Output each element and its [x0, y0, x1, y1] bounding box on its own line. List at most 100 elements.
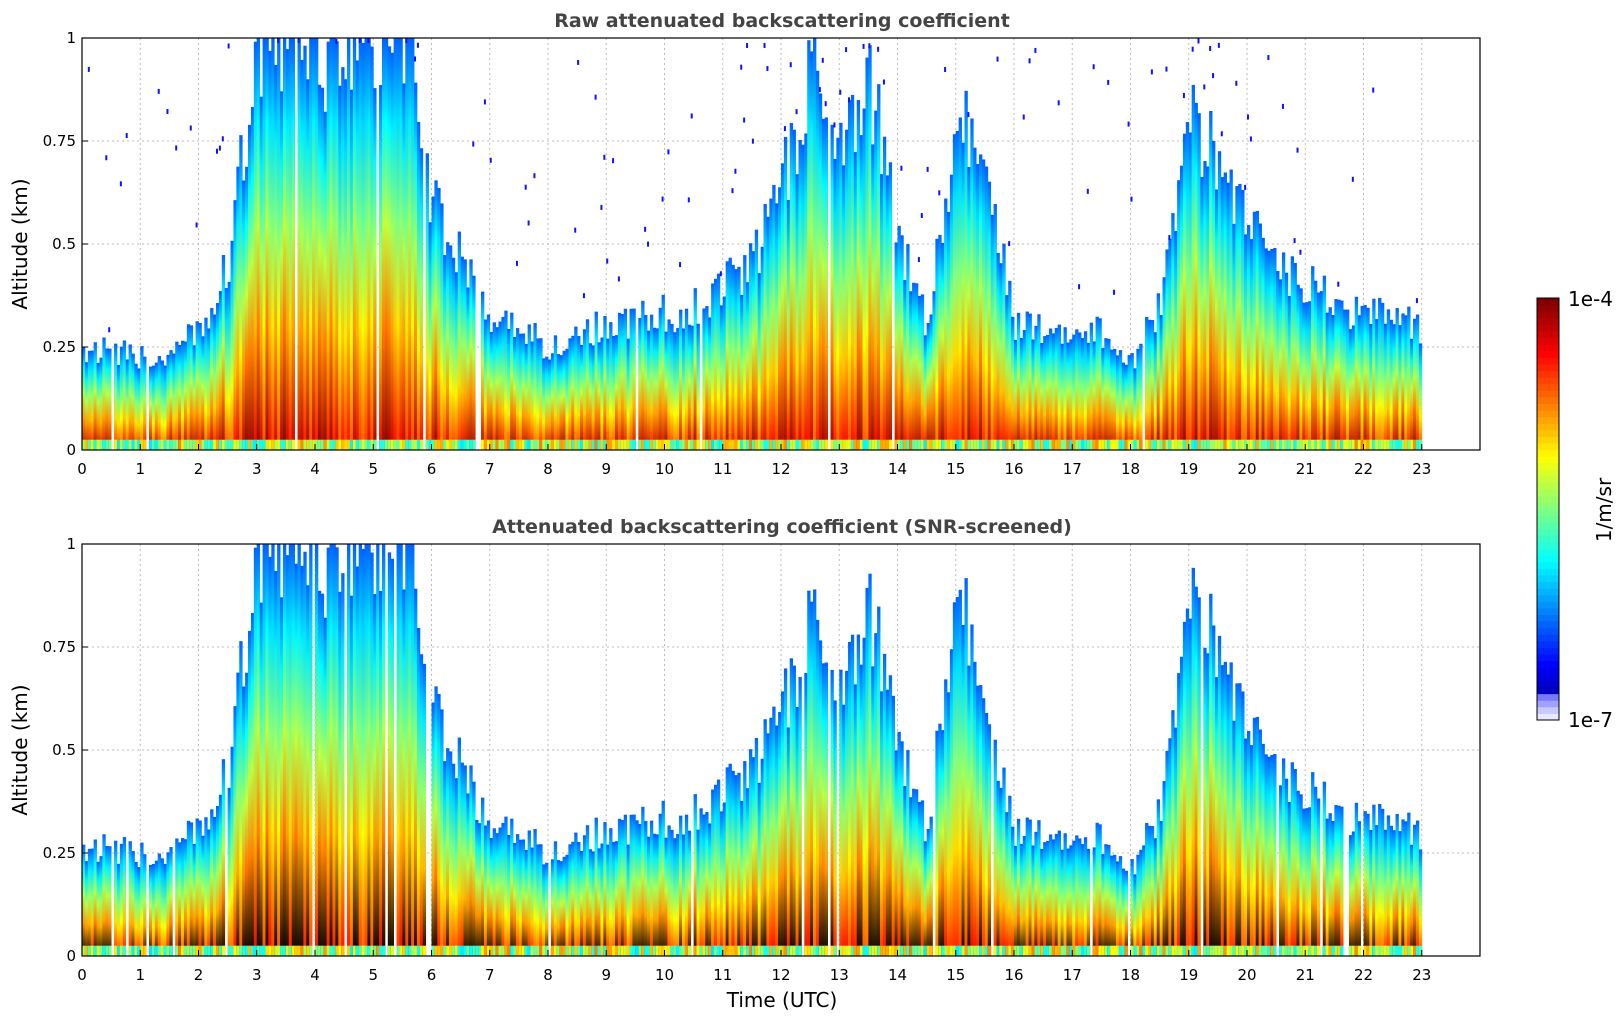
noise-speck	[1337, 281, 1340, 287]
profile-column	[306, 585, 310, 956]
profile-column	[285, 555, 290, 956]
profile-column	[218, 794, 223, 956]
surface-band	[897, 945, 901, 956]
profile-column	[1113, 854, 1117, 956]
profile-column	[1008, 795, 1012, 956]
surface-band	[82, 945, 86, 956]
profile-column	[958, 117, 962, 450]
x-tick-label: 22	[1354, 966, 1373, 984]
profile-column	[845, 670, 849, 956]
surface-band	[655, 945, 660, 956]
surface-band	[460, 439, 464, 450]
noise-speck	[617, 276, 620, 282]
surface-band	[1279, 439, 1283, 450]
surface-band	[329, 439, 333, 450]
surface-band	[1366, 439, 1370, 450]
profile-column	[259, 96, 263, 451]
x-tick-label: 18	[1121, 966, 1140, 984]
profile-column	[976, 163, 980, 450]
profile-column	[885, 175, 890, 450]
profile-column	[1075, 835, 1079, 956]
profile-column	[550, 859, 555, 956]
surface-band	[731, 439, 735, 450]
surface-band	[163, 945, 167, 956]
surface-band	[256, 439, 261, 450]
surface-band	[684, 439, 689, 450]
surface-band	[1083, 439, 1088, 450]
noise-speck	[789, 62, 792, 68]
profile-column	[1118, 350, 1123, 450]
surface-band	[877, 945, 881, 956]
profile-column	[361, 42, 365, 451]
surface-band	[1005, 439, 1009, 450]
colorbar-band	[1537, 581, 1559, 589]
surface-band	[1072, 439, 1076, 450]
surface-band	[402, 439, 406, 450]
colorbar-band	[1537, 469, 1559, 477]
surface-band	[1136, 945, 1140, 956]
profile-column	[1005, 295, 1009, 450]
noise-speck	[515, 260, 518, 266]
profile-column	[853, 152, 858, 450]
profile-column	[1002, 243, 1006, 450]
profile-column	[882, 653, 887, 956]
surface-band	[708, 945, 712, 956]
surface-band	[329, 945, 333, 956]
profile-column	[702, 814, 706, 956]
noise-speck	[594, 94, 597, 100]
panel-raw-x-ticks: 0 1 2 3 4 5 6 7 8 9 10 11 12 13 14 15 16 17 18 19 20 21 22 23	[77, 444, 1431, 478]
profile-column	[431, 702, 435, 956]
profile-column	[981, 159, 986, 450]
surface-band	[137, 439, 141, 450]
surface-band	[262, 945, 266, 956]
surface-band	[967, 945, 971, 956]
profile-column	[507, 329, 511, 450]
profile-column	[684, 308, 689, 450]
noise-speck	[763, 42, 766, 48]
profile-column	[941, 730, 945, 956]
surface-band	[527, 945, 531, 956]
surface-band	[1022, 439, 1027, 450]
surface-band	[515, 945, 520, 956]
profile-column	[411, 38, 415, 450]
profile-column	[288, 544, 293, 956]
surface-band	[1276, 439, 1280, 450]
surface-band	[172, 439, 176, 450]
profile-column	[297, 38, 301, 450]
surface-band	[90, 439, 95, 450]
surface-band	[288, 945, 293, 956]
profile-column	[1415, 314, 1420, 450]
profile-column	[1340, 806, 1344, 956]
surface-band	[475, 945, 479, 956]
surface-band	[390, 945, 395, 956]
profile-column	[1180, 656, 1184, 956]
surface-band	[725, 439, 729, 450]
profile-column	[609, 322, 613, 450]
x-tick-label: 9	[601, 966, 611, 984]
profile-column	[909, 291, 913, 450]
profile-column	[585, 319, 590, 450]
profile-column	[335, 547, 339, 956]
profile-column	[1034, 325, 1038, 450]
profile-column	[1348, 329, 1353, 450]
profile-column	[917, 801, 922, 956]
profile-column	[192, 843, 196, 956]
profile-column	[705, 306, 709, 450]
surface-band	[1162, 945, 1166, 956]
x-tick-label: 6	[427, 966, 437, 984]
surface-band	[189, 439, 194, 450]
surface-band	[1413, 439, 1417, 450]
surface-band	[1229, 945, 1233, 956]
surface-band	[917, 945, 922, 956]
profile-column	[955, 597, 960, 956]
profile-column	[1413, 318, 1417, 450]
profile-column	[396, 544, 400, 956]
surface-band	[1040, 945, 1044, 956]
surface-band	[609, 945, 613, 956]
profile-column	[489, 331, 494, 450]
colorbar-band	[1537, 311, 1559, 319]
profile-column	[498, 321, 502, 450]
surface-band	[181, 439, 185, 450]
profile-column	[396, 38, 400, 450]
profile-column	[769, 717, 773, 956]
